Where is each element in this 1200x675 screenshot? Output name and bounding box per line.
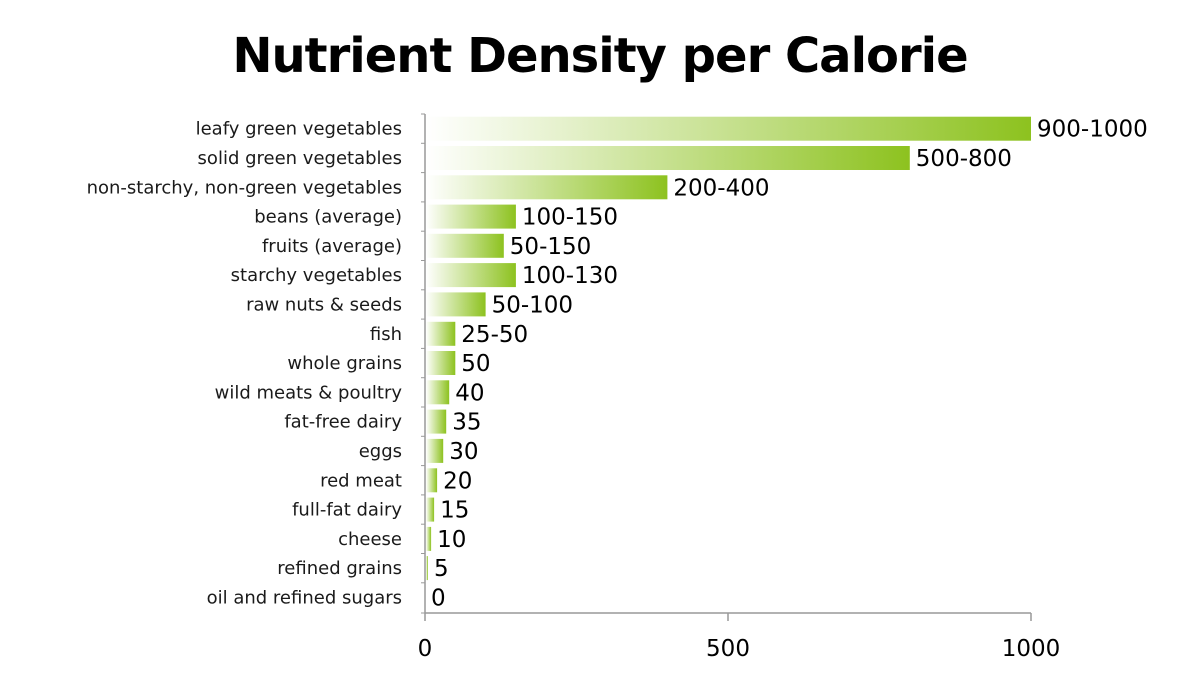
bar-14 bbox=[426, 526, 432, 551]
value-label: 10 bbox=[437, 527, 466, 553]
bar-7 bbox=[426, 321, 456, 346]
category-label: raw nuts & seeds bbox=[246, 294, 402, 315]
value-label: 200-400 bbox=[673, 175, 769, 201]
value-label: 50-150 bbox=[510, 234, 591, 260]
bar-8 bbox=[426, 351, 456, 375]
category-label: fish bbox=[370, 324, 402, 345]
category-label: fruits (average) bbox=[262, 236, 402, 257]
x-tick-label: 0 bbox=[418, 636, 433, 662]
category-label: eggs bbox=[359, 441, 402, 462]
value-label: 5 bbox=[434, 556, 449, 582]
value-label: 50 bbox=[461, 351, 490, 377]
value-label: 50-100 bbox=[492, 292, 573, 318]
category-label: whole grains bbox=[287, 353, 402, 374]
category-label: cheese bbox=[338, 529, 402, 550]
chart-title: Nutrient Density per Calorie bbox=[232, 28, 968, 84]
value-label: 100-130 bbox=[522, 263, 618, 289]
bar-4 bbox=[426, 233, 504, 258]
value-label: 15 bbox=[440, 498, 469, 524]
bar-9 bbox=[426, 380, 450, 405]
bar-5 bbox=[426, 263, 516, 288]
category-label: refined grains bbox=[277, 558, 402, 579]
category-label: oil and refined sugars bbox=[207, 587, 402, 608]
value-label: 500-800 bbox=[916, 146, 1012, 172]
category-label: fat-free dairy bbox=[284, 412, 402, 433]
value-label: 900-1000 bbox=[1037, 117, 1148, 143]
bar-12 bbox=[426, 468, 438, 493]
category-label: leafy green vegetables bbox=[196, 119, 402, 140]
bar-13 bbox=[426, 497, 435, 522]
value-label: 30 bbox=[449, 439, 478, 465]
value-label: 40 bbox=[455, 380, 484, 406]
bar-1 bbox=[426, 146, 910, 170]
category-label: beans (average) bbox=[254, 207, 402, 228]
bar-6 bbox=[426, 292, 486, 317]
category-label: non-starchy, non-green vegetables bbox=[87, 177, 402, 198]
category-label: full-fat dairy bbox=[292, 500, 402, 521]
bar-0 bbox=[426, 116, 1031, 141]
value-label: 20 bbox=[443, 468, 472, 494]
category-label: starchy vegetables bbox=[231, 265, 402, 286]
category-label: solid green vegetables bbox=[198, 148, 402, 169]
value-label: 100-150 bbox=[522, 205, 618, 231]
x-tick-label: 1000 bbox=[1002, 636, 1061, 662]
bar-11 bbox=[426, 438, 444, 463]
category-label: red meat bbox=[320, 470, 402, 491]
value-label: 0 bbox=[431, 585, 446, 611]
bar-10 bbox=[426, 409, 447, 434]
bar-3 bbox=[426, 204, 516, 229]
value-label: 25-50 bbox=[461, 322, 528, 348]
value-label: 35 bbox=[452, 410, 481, 436]
bar-15 bbox=[426, 556, 428, 581]
category-label: wild meats & poultry bbox=[215, 382, 403, 403]
bar-2 bbox=[426, 175, 668, 200]
x-tick-label: 500 bbox=[706, 636, 750, 662]
